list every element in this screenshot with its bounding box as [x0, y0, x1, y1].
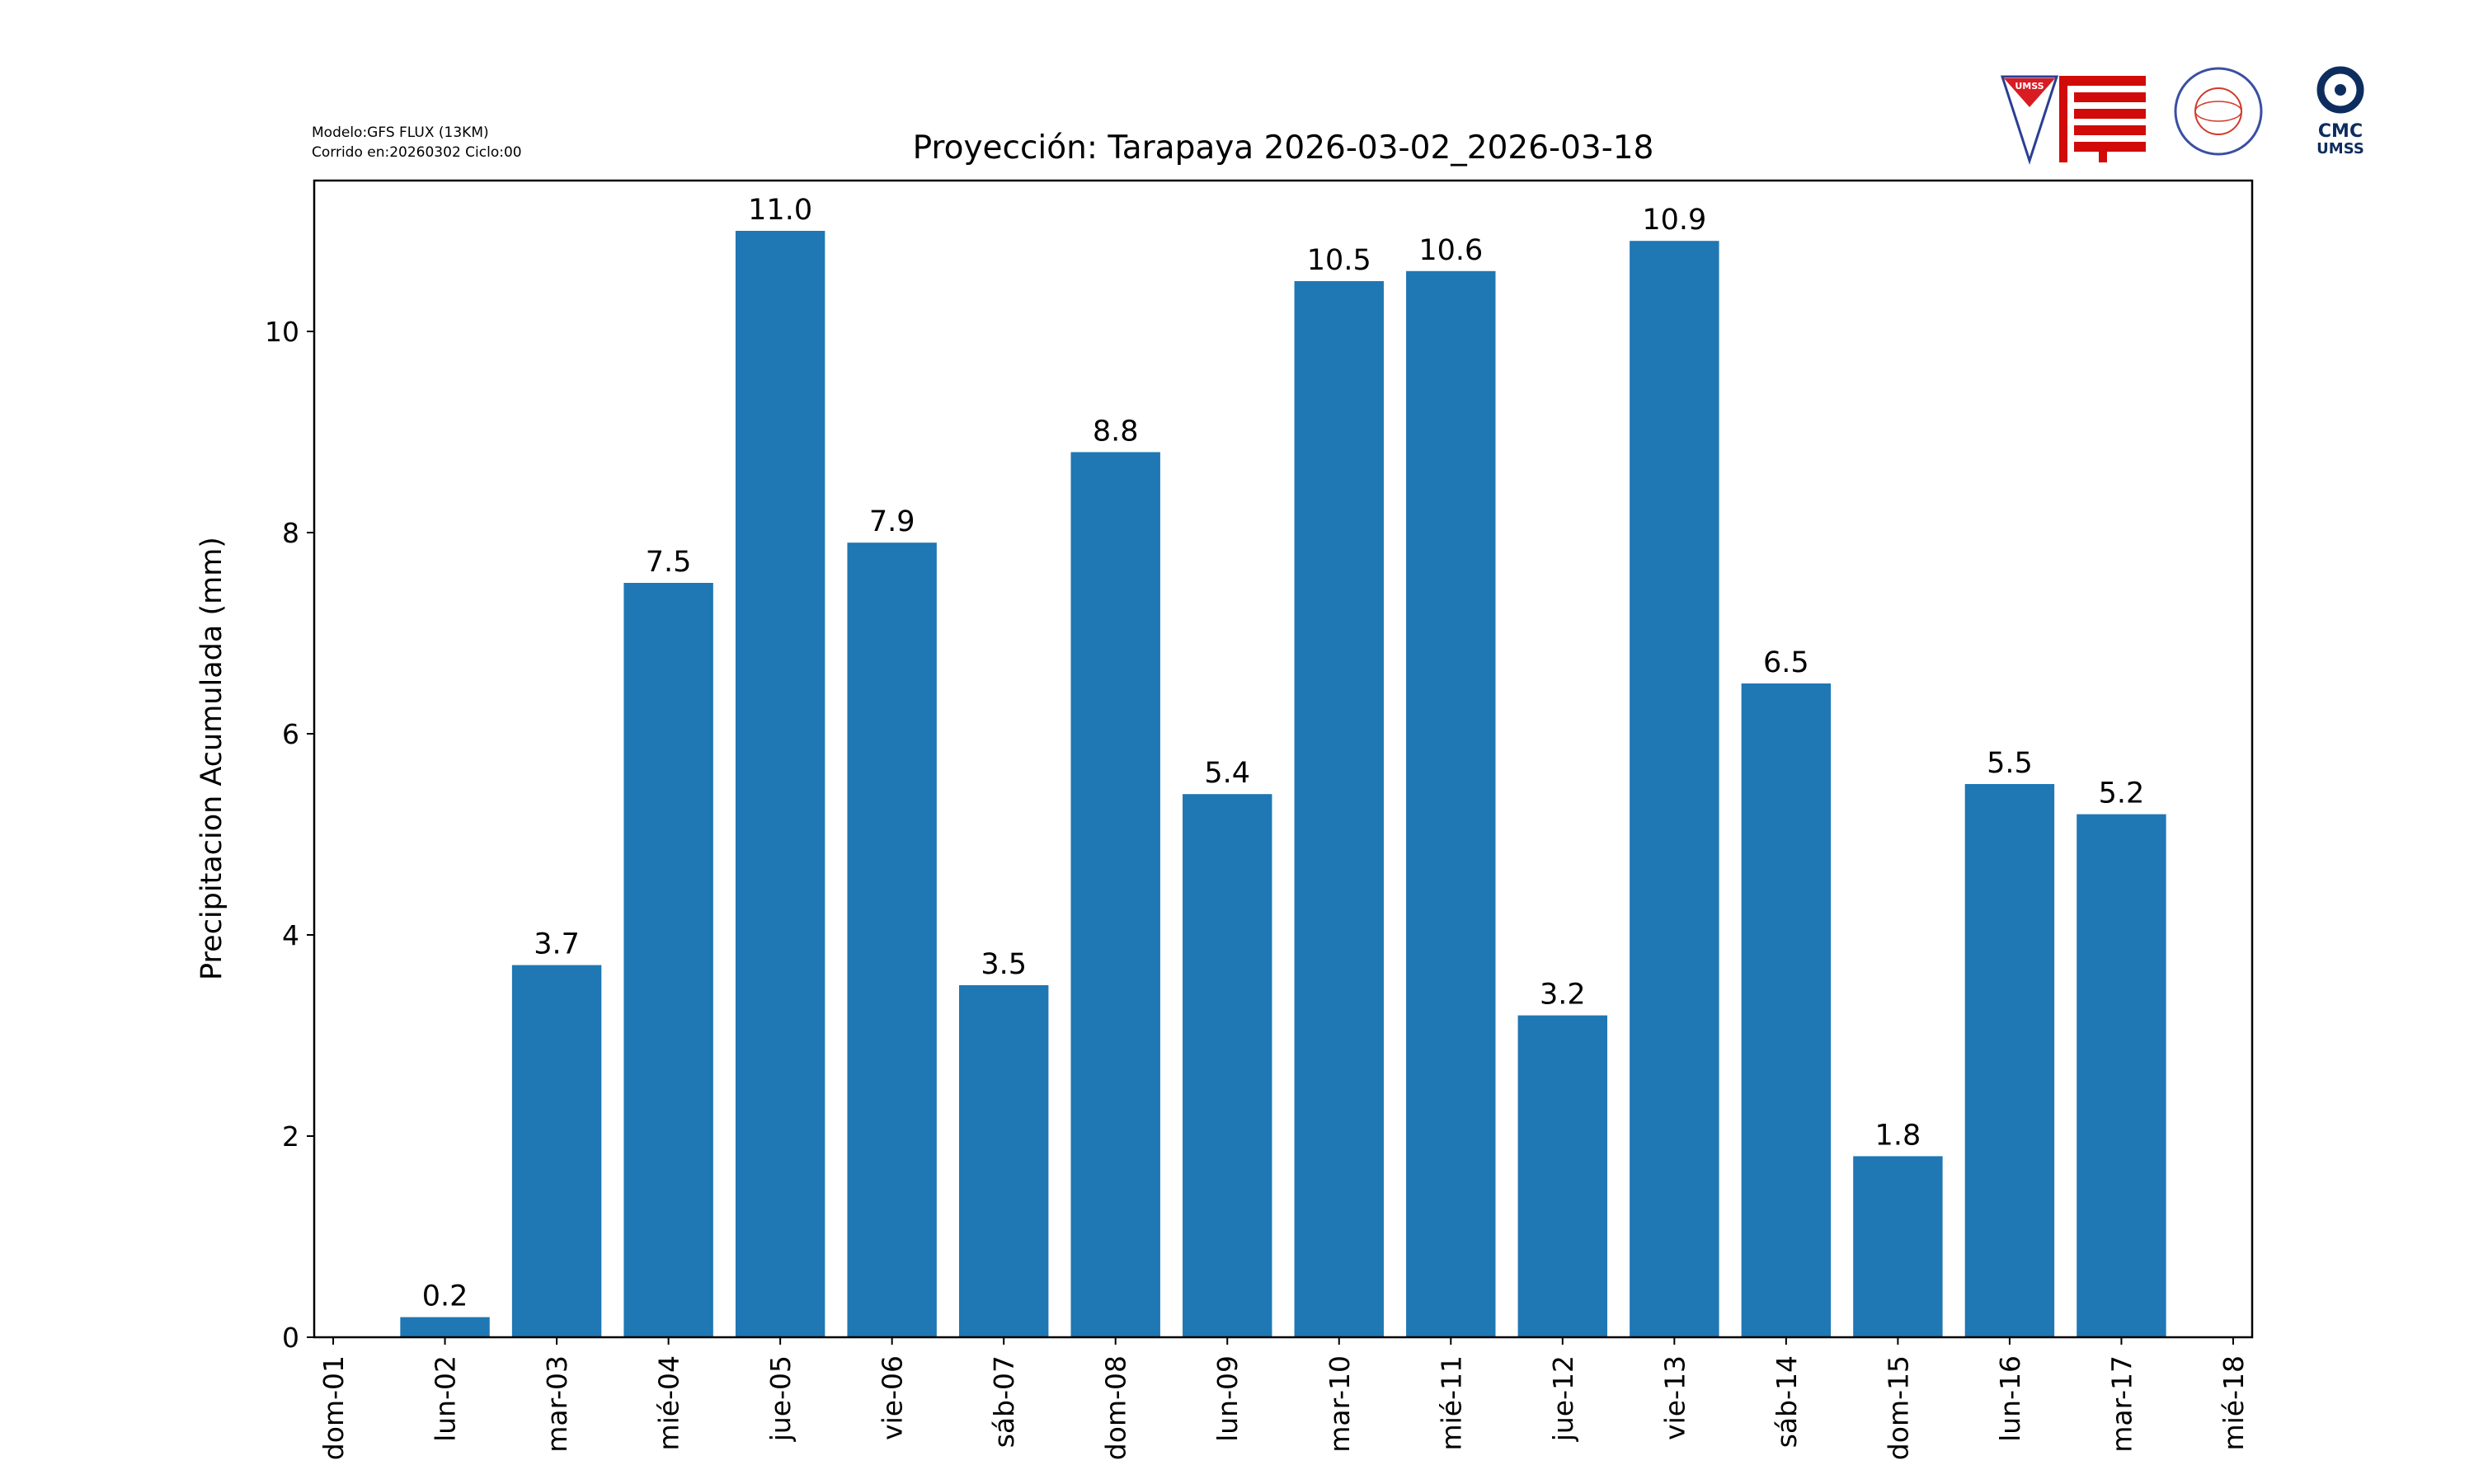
bar-sáb-07	[958, 985, 1049, 1337]
x-tick-label: jue-12	[1547, 1355, 1579, 1442]
x-tick-label: lun-02	[430, 1355, 462, 1442]
bar-mar-03	[511, 965, 602, 1337]
x-tick-label: dom-08	[1100, 1355, 1132, 1460]
x-tick-label: vie-06	[877, 1355, 909, 1440]
svg-text:UMSS: UMSS	[2015, 81, 2044, 92]
svg-text:CMC: CMC	[2318, 121, 2363, 142]
bar-value-label: 1.8	[1875, 1119, 1921, 1152]
umss-logo: UMSS	[2000, 75, 2059, 165]
x-tick-label: sáb-14	[1771, 1355, 1803, 1448]
x-tick-label: jue-05	[764, 1355, 797, 1442]
bar-value-label: 8.8	[1093, 415, 1139, 448]
bar-value-label: 7.9	[869, 505, 915, 538]
x-tick-label: mar-10	[1324, 1355, 1356, 1453]
bar-mar-10	[1294, 281, 1384, 1337]
x-tick-label: lun-16	[1994, 1355, 2026, 1442]
svg-text:UMSS: UMSS	[2316, 140, 2364, 157]
bar-dom-15	[1853, 1156, 1943, 1337]
bar-value-label: 10.6	[1418, 234, 1483, 267]
bar-sáb-14	[1741, 683, 1832, 1337]
bar-value-label: 11.0	[748, 194, 812, 227]
x-tick-label: mié-11	[1435, 1355, 1467, 1451]
bar-jue-12	[1517, 1015, 1608, 1337]
y-axis-label: Precipitacion Acumulada (mm)	[195, 537, 228, 980]
x-tick-label: dom-15	[1882, 1355, 1914, 1460]
bar-mar-17	[2077, 814, 2166, 1337]
bar-value-label: 10.9	[1642, 204, 1706, 237]
bar-value-label: 5.2	[2099, 777, 2145, 810]
x-tick-label: sáb-07	[988, 1355, 1020, 1448]
bar-jue-05	[735, 231, 825, 1337]
bar-value-label: 7.5	[646, 546, 692, 579]
bar-value-label: 5.4	[1204, 757, 1250, 790]
bar-vie-13	[1630, 241, 1719, 1338]
bar-value-label: 3.7	[534, 928, 580, 961]
bar-lun-09	[1183, 794, 1272, 1337]
bar-mié-11	[1406, 270, 1496, 1337]
bar-value-label: 3.5	[981, 948, 1027, 981]
bar-value-label: 10.5	[1307, 244, 1371, 277]
x-tick-label: mar-03	[541, 1355, 573, 1453]
fcyt-logo	[2059, 76, 2146, 162]
y-tick-label: 4	[282, 919, 299, 951]
run-info: Corrido en:20260302 Ciclo:00	[312, 144, 522, 161]
chart-title: Proyección: Tarapaya 2026-03-02_2026-03-…	[913, 129, 1654, 167]
y-tick-label: 6	[282, 718, 299, 750]
bar-value-label: 0.2	[422, 1280, 468, 1313]
y-tick-label: 2	[282, 1120, 299, 1153]
x-tick-label: lun-09	[1211, 1355, 1244, 1442]
bar-dom-08	[1070, 452, 1160, 1337]
cmc-umss-logo: CMC UMSS	[2316, 66, 2364, 157]
x-tick-label: mié-04	[653, 1355, 685, 1451]
bar-value-label: 3.2	[1540, 979, 1586, 1012]
bar-lun-16	[1964, 784, 2055, 1337]
y-tick-label: 0	[282, 1322, 299, 1354]
x-tick-label: dom-01	[317, 1355, 350, 1460]
bar-mié-04	[623, 583, 713, 1337]
bar-value-label: 5.5	[1987, 747, 2033, 780]
y-tick-label: 10	[265, 316, 299, 348]
departamento-de-fisica-logo	[2174, 67, 2263, 156]
bar-vie-06	[847, 542, 937, 1337]
x-tick-label: mié-18	[2218, 1355, 2250, 1451]
bar-lun-02	[400, 1317, 490, 1337]
model-info: Modelo:GFS FLUX (13KM)	[312, 124, 489, 141]
y-tick-label: 8	[282, 517, 299, 549]
bar-value-label: 6.5	[1763, 646, 1809, 679]
x-tick-label: mar-17	[2105, 1355, 2138, 1453]
x-tick-label: vie-13	[1658, 1355, 1691, 1440]
plot-frame	[313, 179, 2254, 1339]
